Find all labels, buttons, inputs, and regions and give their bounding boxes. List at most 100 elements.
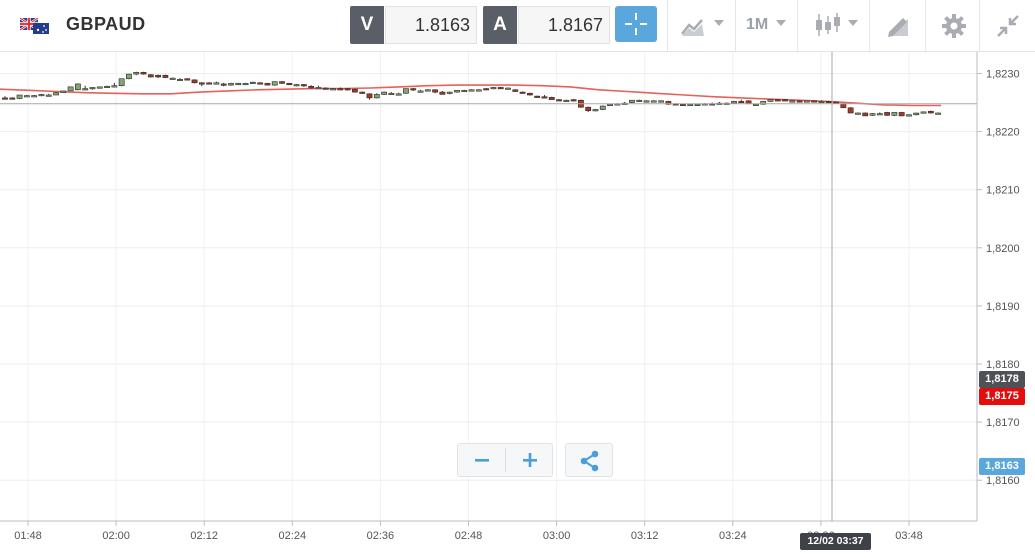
candle[interactable] (220, 82, 227, 87)
candle[interactable] (563, 99, 570, 102)
candle[interactable] (126, 73, 132, 80)
candle[interactable] (206, 82, 213, 85)
candle[interactable] (191, 79, 198, 84)
candle[interactable] (789, 100, 796, 103)
candlestick-chart[interactable]: 1,82301,82201,82101,82001,81901,81801,81… (0, 52, 1035, 553)
candle[interactable] (300, 83, 307, 87)
candle[interactable] (359, 91, 366, 94)
sell-price[interactable]: 1.8163 (385, 6, 477, 44)
candle[interactable] (271, 81, 278, 86)
candle[interactable] (381, 91, 387, 95)
zoom-out-button[interactable] (458, 444, 505, 476)
candle[interactable] (279, 81, 285, 84)
candle[interactable] (308, 85, 315, 89)
candle[interactable] (468, 89, 475, 92)
candle[interactable] (855, 112, 861, 115)
candle[interactable] (330, 88, 336, 91)
candle[interactable] (155, 74, 161, 79)
candle[interactable] (2, 96, 8, 100)
zoom-in-button[interactable] (506, 444, 553, 476)
candle[interactable] (760, 101, 767, 105)
candle[interactable] (439, 90, 446, 95)
candle[interactable] (650, 100, 657, 103)
price-chart[interactable]: 1,8230 1,8220 1,8210 1,8200 1,8190 1,8180 1,81… (0, 52, 1035, 553)
candle[interactable] (104, 85, 110, 89)
candle[interactable] (264, 82, 271, 86)
timeframe-button[interactable] (735, 0, 798, 51)
candle[interactable] (140, 71, 147, 75)
candle[interactable] (891, 112, 898, 116)
candle[interactable] (884, 111, 890, 116)
candle[interactable] (96, 86, 103, 89)
candle[interactable] (796, 100, 803, 103)
candle[interactable] (213, 81, 220, 85)
candle[interactable] (629, 99, 635, 104)
candle[interactable] (337, 87, 344, 91)
crosshair-button[interactable] (615, 6, 657, 42)
candle[interactable] (512, 89, 519, 93)
chart-type-button[interactable] (667, 0, 736, 51)
candle[interactable] (519, 91, 526, 94)
candle[interactable] (322, 87, 329, 90)
candle[interactable] (570, 99, 577, 102)
buy-price[interactable]: 1.8167 (518, 6, 610, 44)
candle[interactable] (505, 87, 511, 90)
candle[interactable] (454, 90, 460, 93)
candle[interactable] (16, 94, 23, 100)
candle[interactable] (876, 112, 883, 116)
candle[interactable] (811, 100, 818, 103)
candle[interactable] (395, 92, 402, 96)
candle[interactable] (184, 78, 191, 81)
candle[interactable] (906, 114, 912, 117)
candle[interactable] (53, 92, 59, 96)
candle[interactable] (446, 91, 453, 95)
candle[interactable] (643, 100, 650, 103)
candle[interactable] (825, 100, 832, 104)
candle[interactable] (111, 82, 118, 88)
candle[interactable] (869, 113, 876, 116)
candle[interactable] (803, 100, 810, 103)
candle[interactable] (461, 89, 468, 93)
candle[interactable] (767, 99, 774, 102)
candle[interactable] (31, 94, 38, 98)
candle[interactable] (118, 78, 125, 87)
candle[interactable] (833, 101, 839, 104)
candle[interactable] (352, 88, 358, 93)
candle[interactable] (432, 89, 439, 94)
candle[interactable] (315, 85, 322, 90)
candle[interactable] (556, 99, 562, 102)
candle[interactable] (177, 78, 183, 82)
candle[interactable] (541, 94, 548, 99)
candle[interactable] (410, 88, 417, 91)
candle[interactable] (344, 88, 351, 91)
candle-style-button[interactable] (797, 0, 870, 51)
sell-label[interactable]: V (350, 6, 384, 44)
candle[interactable] (665, 100, 672, 105)
candle[interactable] (534, 95, 541, 98)
candle[interactable] (235, 82, 242, 86)
share-button[interactable] (565, 443, 613, 477)
candle[interactable] (658, 100, 664, 103)
candle[interactable] (67, 86, 74, 92)
candle[interactable] (738, 99, 745, 104)
candle[interactable] (38, 93, 45, 97)
candle[interactable] (373, 93, 380, 99)
candle[interactable] (424, 89, 431, 92)
draw-tools-button[interactable] (869, 0, 926, 51)
candle[interactable] (45, 93, 52, 97)
candle[interactable] (548, 96, 555, 100)
candle[interactable] (228, 82, 234, 86)
candle[interactable] (60, 90, 67, 93)
candle[interactable] (249, 81, 256, 84)
candle[interactable] (169, 77, 176, 80)
candle[interactable] (162, 74, 169, 79)
candle[interactable] (490, 86, 497, 90)
candle[interactable] (9, 97, 16, 100)
candle[interactable] (920, 111, 927, 114)
candle[interactable] (526, 92, 533, 96)
candle[interactable] (818, 100, 825, 104)
candle[interactable] (403, 88, 409, 94)
candle[interactable] (388, 92, 395, 95)
candle[interactable] (913, 112, 920, 116)
candle[interactable] (133, 71, 140, 76)
